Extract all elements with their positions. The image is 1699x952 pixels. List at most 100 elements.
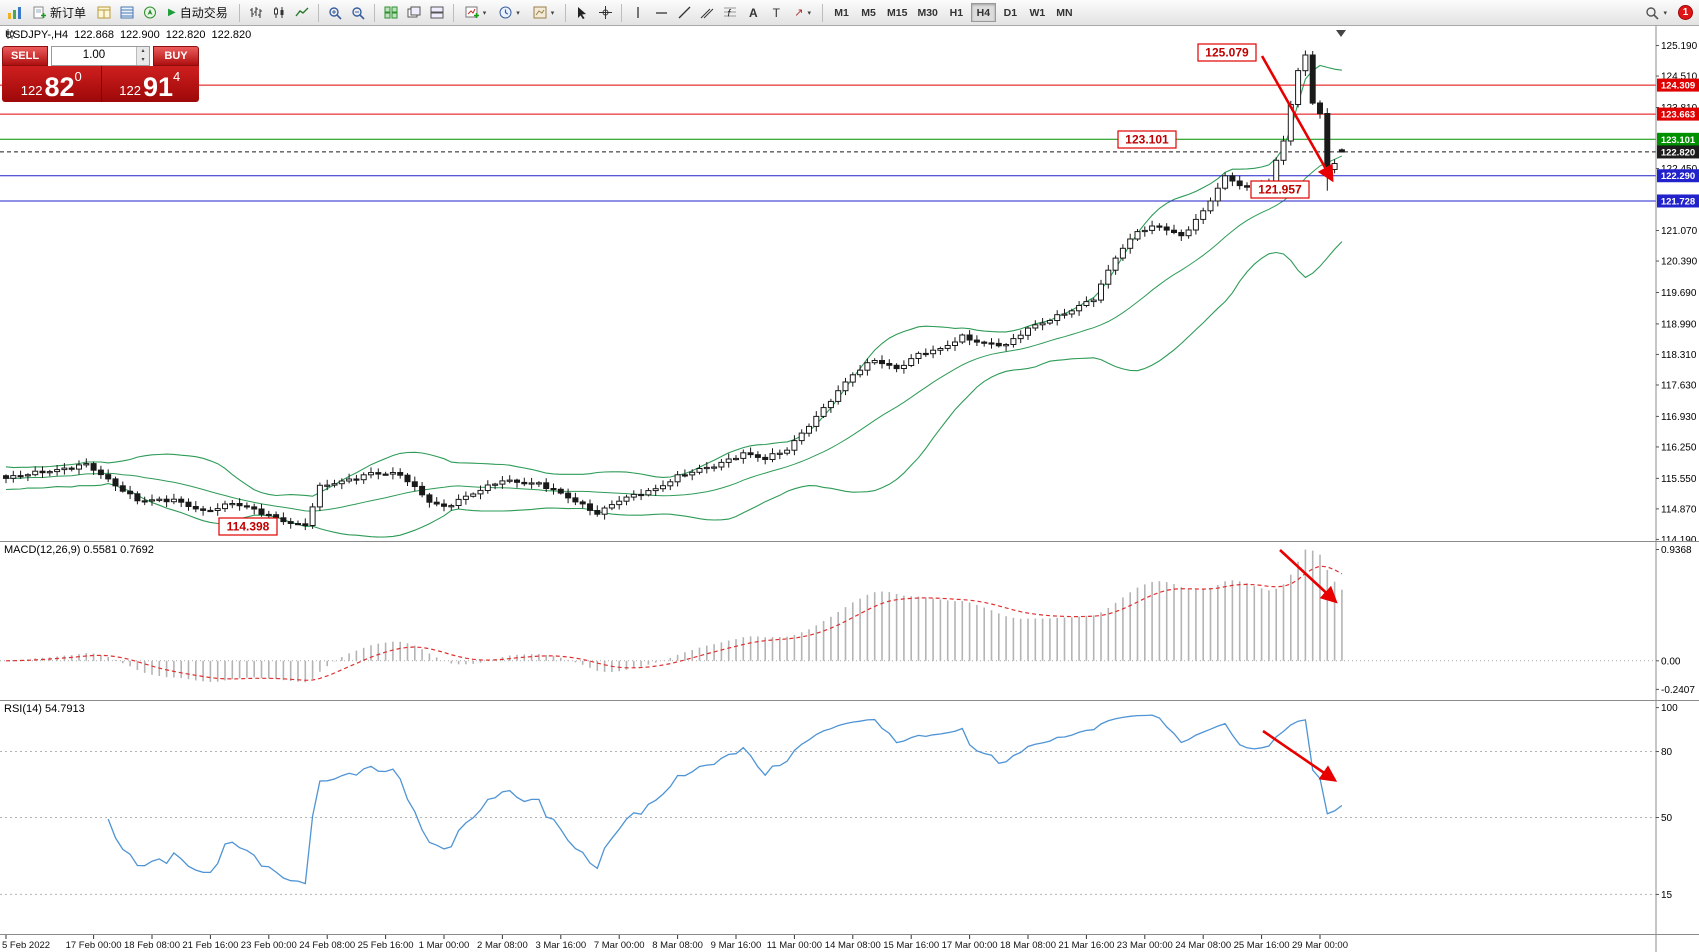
search-icon	[1646, 6, 1660, 20]
zoom-in-icon[interactable]	[324, 3, 346, 23]
sell-price[interactable]: 122 82 0	[2, 66, 101, 102]
search-button[interactable]: ▾	[1639, 3, 1673, 23]
new-chart-button[interactable]: ▾	[459, 3, 493, 23]
app-logo-icon	[4, 3, 26, 23]
price-tag-123.663	[1657, 107, 1699, 121]
toolbar-separator	[822, 3, 824, 22]
candlestick-chart-icon[interactable]	[268, 3, 290, 23]
timeframe-button-h4[interactable]: H4	[970, 3, 996, 22]
macd-indicator-pane[interactable]: 0.9368 0.00 -0.2407 MACD(12,26,9) 0.5581 0…	[0, 541, 1699, 700]
zoom-out-icon[interactable]	[347, 3, 369, 23]
timeframe-button-d1[interactable]: D1	[998, 3, 1023, 22]
price-annotation-label: 123.101	[1125, 133, 1169, 147]
dropdown-caret-icon: ▾	[807, 9, 812, 17]
toolbar-separator	[373, 3, 375, 22]
cascade-windows-icon[interactable]	[403, 3, 425, 23]
chart-symbol-period: USDJPY-,H4	[5, 29, 69, 41]
bar-chart-icon[interactable]	[245, 3, 267, 23]
arrows-tool-button[interactable]: ↗ ▾	[788, 3, 817, 23]
horizontal-line-icon[interactable]	[650, 3, 672, 23]
timeframe-button-m15[interactable]: M15	[883, 3, 911, 22]
time-axis-label: 9 Mar 16:00	[711, 940, 762, 951]
time-axis-label: 17 Feb 00:00	[66, 940, 122, 951]
price-axis-tick: 119.690	[1661, 288, 1697, 299]
time-axis-label: 2 Mar 08:00	[477, 940, 528, 951]
navigator-icon[interactable]	[139, 3, 161, 23]
buy-price[interactable]: 122 91 4	[101, 66, 200, 102]
equidistant-channel-icon[interactable]	[696, 3, 718, 23]
auto-trading-button[interactable]: ▶ 自动交易	[162, 3, 234, 23]
time-axis-label: 18 Feb 08:00	[124, 940, 180, 951]
price-tag-124.309	[1657, 78, 1699, 92]
trade-panel-controls: SELL 1.00 ▴ ▾ BUY	[2, 46, 199, 66]
main-chart-canvas: 125.190124.510123.810122.450121.070120.3…	[0, 26, 1699, 541]
price-tag-label: 122.820	[1661, 147, 1695, 158]
time-axis-label: 7 Mar 00:00	[594, 940, 645, 951]
fibonacci-icon[interactable]: f	[719, 3, 741, 23]
toolbar: 新订单 ▶ 自动交易 ▾ ▾ ▾ f A T ↗ ▾	[0, 0, 1699, 26]
price-annotation-label: 125.079	[1205, 46, 1249, 60]
bollinger-upper-band	[5, 64, 1342, 497]
macd-axis-tick: 0.9368	[1661, 545, 1692, 556]
arrows-tool-icon: ↗	[794, 7, 804, 19]
volume-input[interactable]: 1.00	[82, 49, 106, 61]
trend-arrow[interactable]	[1260, 55, 1334, 183]
tile-horizontal-icon[interactable]	[426, 3, 448, 23]
clock-icon	[499, 6, 512, 19]
sell-price-base: 122	[20, 83, 43, 98]
toolbar-separator	[452, 3, 454, 22]
new-order-button[interactable]: 新订单	[27, 3, 92, 23]
timeframe-button-mn[interactable]: MN	[1052, 3, 1077, 22]
crosshair-icon[interactable]	[594, 3, 616, 23]
volume-box: 1.00 ▴ ▾	[51, 46, 150, 66]
timeframe-button-m30[interactable]: M30	[913, 3, 941, 22]
line-chart-icon[interactable]	[291, 3, 313, 23]
sell-price-point: 0	[74, 69, 82, 84]
main-chart-pane[interactable]: 125.190124.510123.810122.450121.070120.3…	[0, 26, 1699, 541]
trendline-icon[interactable]	[673, 3, 695, 23]
rsi-indicator-pane[interactable]: 100 80 50 15 RSI(14) 54.7913	[0, 700, 1699, 934]
label-tool-icon[interactable]: T	[765, 3, 787, 23]
time-axis-label: 21 Mar 16:00	[1058, 940, 1114, 951]
tile-windows-icon[interactable]	[380, 3, 402, 23]
play-icon: ▶	[168, 7, 176, 18]
timeframe-button-m1[interactable]: M1	[829, 3, 854, 22]
rsi-axis-tick: 80	[1661, 747, 1673, 758]
time-axis-label: 23 Feb 00:00	[241, 940, 297, 951]
vertical-line-icon[interactable]	[627, 3, 649, 23]
text-tool-icon[interactable]: A	[742, 3, 764, 23]
toolbar-right-group: ▾ 1	[1639, 3, 1695, 23]
data-window-icon[interactable]	[116, 3, 138, 23]
bollinger-middle-band	[5, 155, 1343, 512]
time-axis[interactable]: 5 Feb 2022 17 Feb 00:00 18 Feb 08:00 21 Feb…	[0, 934, 1699, 952]
price-annotation-box[interactable]	[1117, 130, 1177, 149]
macd-label: MACD(12,26,9) 0.5581 0.7692	[4, 544, 154, 556]
price-annotation-box[interactable]	[218, 517, 278, 536]
price-annotation-box[interactable]	[1197, 43, 1257, 62]
volume-down-button[interactable]: ▾	[137, 56, 149, 65]
chart-shift-marker[interactable]	[1336, 30, 1346, 37]
template-button[interactable]: ▾	[527, 3, 561, 23]
rsi-canvas: 100 80 50 15	[0, 701, 1678, 934]
buy-button[interactable]: BUY	[153, 46, 199, 66]
notification-badge[interactable]: 1	[1678, 5, 1693, 20]
timeframe-button-w1[interactable]: W1	[1025, 3, 1050, 22]
macd-canvas: 0.9368 0.00 -0.2407	[0, 542, 1695, 700]
price-axis-tick: 116.250	[1661, 442, 1697, 453]
sell-button[interactable]: SELL	[2, 46, 48, 66]
price-tag-label: 121.728	[1661, 196, 1695, 207]
trend-arrow[interactable]	[1262, 729, 1338, 782]
volume-up-button[interactable]: ▴	[137, 47, 149, 56]
price-axis-tick: 120.390	[1661, 257, 1698, 268]
cursor-icon[interactable]	[571, 3, 593, 23]
timeframe-button-m5[interactable]: M5	[856, 3, 881, 22]
market-watch-icon[interactable]	[93, 3, 115, 23]
timeframe-button-h1[interactable]: H1	[944, 3, 969, 22]
toolbar-separator	[565, 3, 567, 22]
new-order-label: 新订单	[50, 6, 87, 20]
period-button[interactable]: ▾	[493, 3, 526, 23]
price-annotation-label: 121.957	[1258, 183, 1302, 197]
price-annotation-box[interactable]	[1250, 180, 1310, 199]
trend-arrow[interactable]	[1279, 549, 1338, 604]
